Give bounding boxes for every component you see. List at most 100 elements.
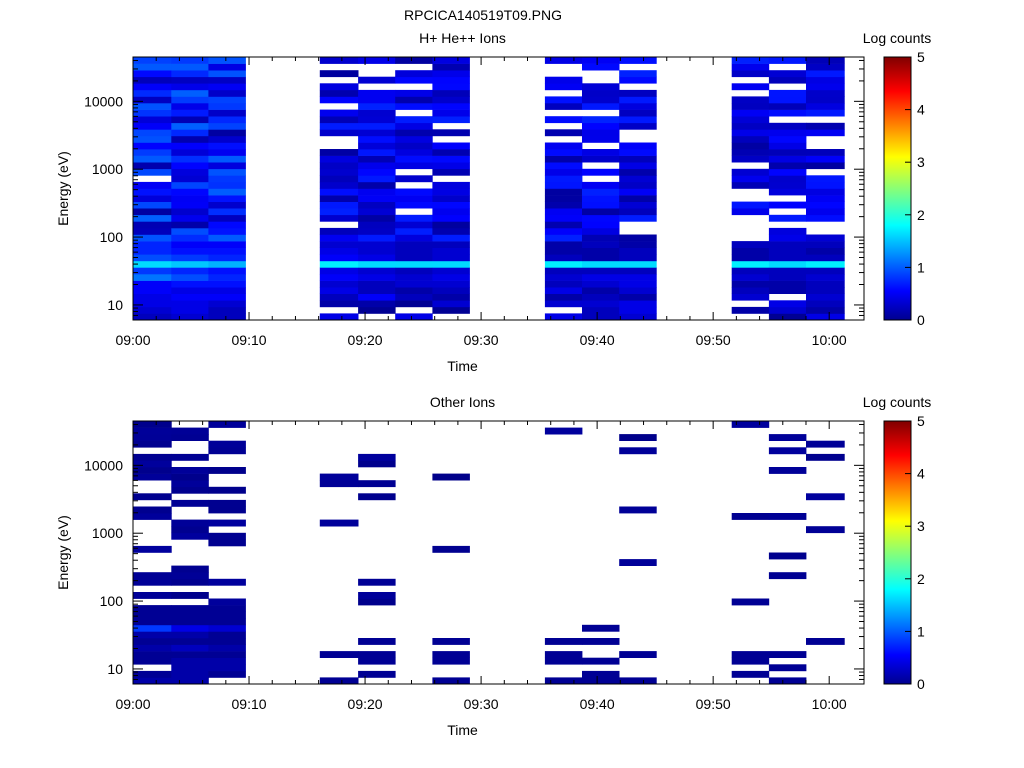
- heatmap-cell: [544, 57, 583, 64]
- heatmap-cell: [208, 447, 246, 455]
- heatmap-cell: [544, 651, 583, 658]
- heatmap-cell: [358, 214, 396, 222]
- heatmap-cell: [544, 274, 583, 281]
- heatmap-cells: [133, 421, 845, 685]
- heatmap-cell: [208, 168, 246, 176]
- heatmap-cell: [582, 254, 620, 262]
- heatmap-cell: [432, 129, 470, 137]
- heatmap-cell: [358, 221, 396, 229]
- heatmap-cell: [544, 293, 583, 301]
- heatmap-cell: [133, 670, 172, 678]
- heatmap-cell: [432, 63, 470, 71]
- heatmap-cell: [619, 280, 657, 288]
- heatmap-cell: [731, 293, 770, 301]
- heatmap-cell: [432, 96, 470, 104]
- heatmap-cell: [133, 267, 172, 275]
- heatmap-cell: [806, 70, 845, 78]
- heatmap-cell: [582, 116, 620, 124]
- heatmap-cell: [731, 247, 770, 255]
- heatmap-cell: [319, 208, 359, 216]
- heatmap-cell: [171, 565, 209, 573]
- heatmap-cell: [582, 122, 620, 130]
- heatmap-cell: [619, 234, 657, 242]
- heatmap-cell: [319, 116, 359, 124]
- heatmap-cell: [768, 513, 807, 520]
- heatmap-cell: [582, 214, 620, 222]
- heatmap-cell: [208, 201, 246, 209]
- plot-frame: [132, 56, 865, 321]
- heatmap-cell: [768, 142, 807, 150]
- heatmap-cell: [432, 162, 470, 170]
- heatmap-cell: [432, 638, 470, 645]
- heatmap-cell: [582, 300, 620, 308]
- heatmap-cell: [171, 664, 209, 672]
- heatmap-cell: [208, 208, 246, 216]
- heatmap-cell: [544, 234, 583, 242]
- panel-title: H+ He++ Ions: [419, 30, 506, 46]
- x-tick-label: 09:30: [464, 696, 499, 712]
- heatmap-cell: [582, 306, 620, 314]
- heatmap-cell: [768, 214, 807, 222]
- heatmap-cell: [358, 149, 396, 156]
- heatmap-cell: [208, 611, 246, 619]
- heatmap-cell: [544, 313, 583, 321]
- heatmap-cell: [731, 83, 770, 91]
- heatmap-cell: [432, 545, 470, 553]
- heatmap-cell: [208, 274, 246, 281]
- heatmap-cell: [432, 57, 470, 64]
- heatmap-cell: [171, 467, 209, 474]
- heatmap-cell: [619, 677, 657, 685]
- heatmap-cell: [619, 96, 657, 104]
- heatmap-cell: [582, 103, 620, 110]
- heatmap-cell: [208, 181, 246, 189]
- heatmap-cell: [208, 624, 246, 632]
- heatmap-cell: [208, 70, 246, 78]
- heatmap-cell: [731, 57, 770, 64]
- heatmap-cell: [806, 280, 845, 288]
- heatmap-cell: [171, 578, 209, 586]
- heatmap-cell: [432, 287, 470, 294]
- heatmap-cell: [319, 162, 359, 170]
- heatmap-cell: [395, 89, 433, 97]
- heatmap-cell: [432, 149, 470, 156]
- heatmap-cell: [768, 103, 807, 110]
- heatmap-cell: [208, 578, 246, 586]
- colorbar-tick-label: 2: [917, 571, 925, 587]
- heatmap-cell: [133, 572, 172, 580]
- heatmap-cell: [768, 201, 807, 209]
- heatmap-cell: [358, 76, 396, 84]
- heatmap-cell: [395, 57, 433, 64]
- heatmap-cell: [731, 168, 770, 176]
- heatmap-cell: [208, 440, 246, 448]
- x-tick-label: 09:50: [696, 696, 731, 712]
- heatmap-cell: [208, 287, 246, 294]
- heatmap-cell: [133, 300, 172, 308]
- heatmap-cell: [208, 421, 246, 428]
- heatmap-cell: [208, 506, 246, 514]
- heatmap-cell: [582, 260, 620, 268]
- heatmap-cell: [806, 214, 845, 222]
- heatmap-cell: [208, 122, 246, 130]
- heatmap-cell: [544, 241, 583, 248]
- heatmap-cell: [208, 618, 246, 626]
- heatmap-cell: [319, 480, 359, 488]
- heatmap-cell: [319, 267, 359, 275]
- heatmap-cell: [133, 611, 172, 619]
- heatmap-cell: [806, 208, 845, 216]
- heatmap-cell: [133, 651, 172, 658]
- heatmap-cell: [582, 208, 620, 216]
- heatmap-cell: [432, 260, 470, 268]
- heatmap-cell: [358, 493, 396, 501]
- heatmap-cell: [171, 300, 209, 308]
- x-tick-label: 09:40: [580, 696, 615, 712]
- heatmap-cell: [133, 467, 172, 474]
- heatmap-cell: [768, 122, 807, 130]
- heatmap-cell: [544, 116, 583, 124]
- heatmap-cell: [358, 274, 396, 281]
- heatmap-cell: [171, 142, 209, 150]
- heatmap-cell: [319, 247, 359, 255]
- heatmap-cell: [544, 208, 583, 216]
- heatmap-cell: [395, 201, 433, 209]
- heatmap-cell: [319, 241, 359, 248]
- heatmap-cell: [208, 234, 246, 242]
